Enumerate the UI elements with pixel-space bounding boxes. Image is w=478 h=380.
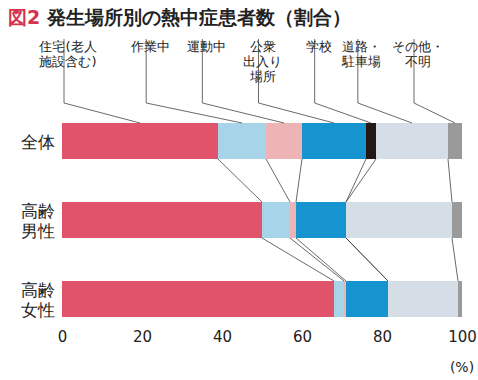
svg-text:20: 20 bbox=[133, 328, 152, 346]
svg-text:60: 60 bbox=[293, 328, 312, 346]
svg-text:公衆出入り場所: 公衆出入り場所 bbox=[243, 39, 282, 84]
svg-text:100: 100 bbox=[448, 328, 477, 346]
html-text:図2発生場所別の熱中症患者数（割合）: 図2発生場所別の熱中症患者数（割合） bbox=[8, 6, 351, 28]
svg-text:学校: 学校 bbox=[306, 39, 332, 54]
svg-text:運動中: 運動中 bbox=[187, 39, 226, 54]
svg-text:その他・不明: その他・不明 bbox=[392, 39, 444, 69]
svg-text:40: 40 bbox=[213, 328, 232, 346]
svg-text:作業中: 作業中 bbox=[130, 39, 170, 54]
svg-text:高齢男性: 高齢男性 bbox=[21, 201, 55, 241]
svg-text:(%): (%) bbox=[450, 359, 474, 375]
svg-text:高齢女性: 高齢女性 bbox=[21, 280, 55, 320]
svg-text:0: 0 bbox=[58, 328, 68, 346]
svg-text:道路・駐車場: 道路・駐車場 bbox=[341, 39, 381, 69]
svg-text:80: 80 bbox=[373, 328, 392, 346]
svg-text:住宅(老人施設含む): 住宅(老人施設含む) bbox=[38, 39, 96, 69]
svg-text:全体: 全体 bbox=[21, 132, 55, 152]
